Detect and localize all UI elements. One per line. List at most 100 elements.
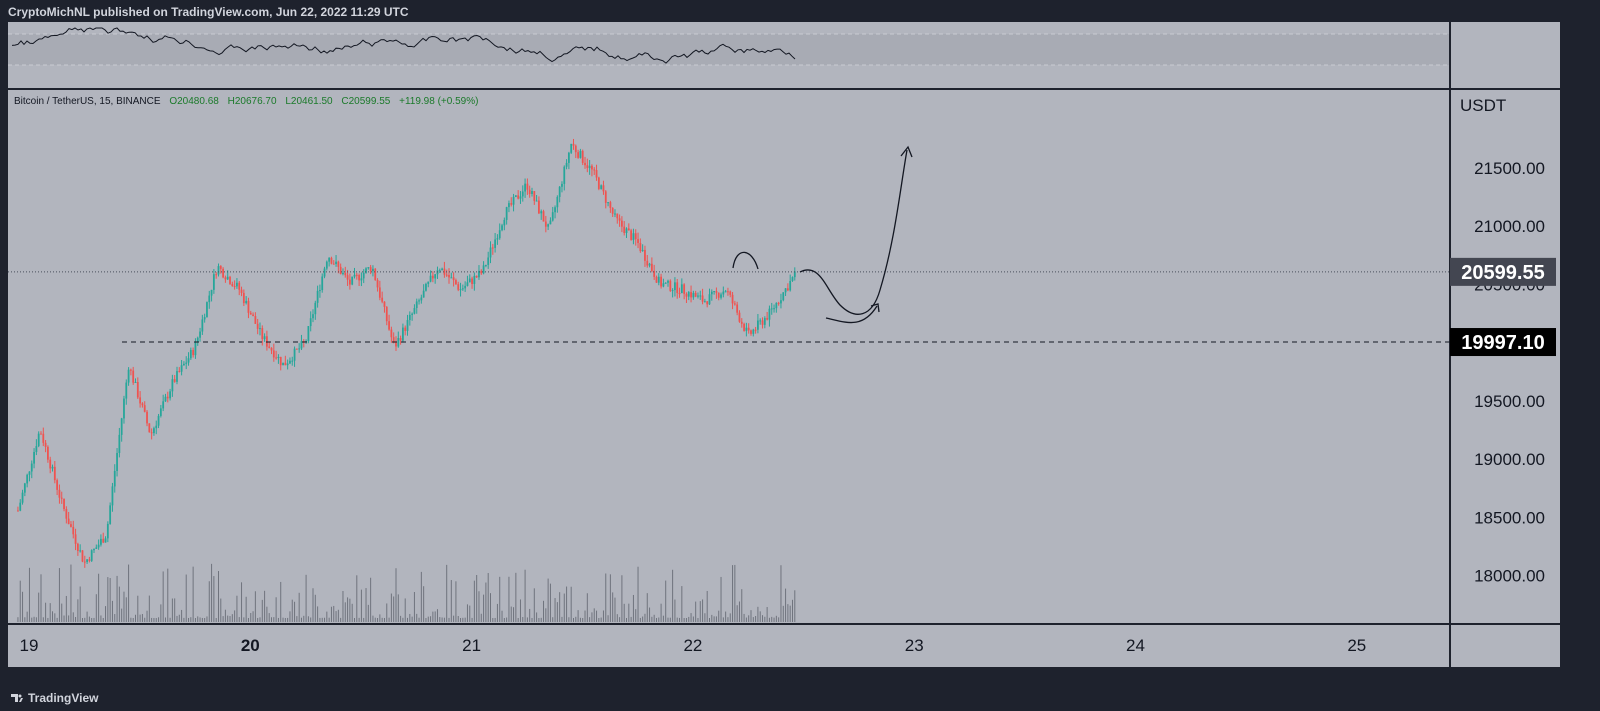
candle-body	[155, 425, 158, 429]
candle-body	[300, 341, 303, 349]
candle-body	[254, 316, 257, 324]
candle-body	[690, 292, 692, 298]
candle-body	[724, 291, 727, 293]
candle-body	[676, 282, 679, 294]
candle-body	[459, 289, 462, 291]
legend-close: C20599.55	[341, 96, 390, 107]
candle-body	[86, 559, 88, 562]
candle-body	[468, 278, 471, 283]
footer-bar: TradingView	[0, 685, 1600, 711]
candle-body	[722, 291, 725, 295]
candle-body	[88, 559, 91, 561]
candle-body	[51, 466, 54, 469]
candle-body	[372, 268, 374, 272]
candle-body	[736, 304, 739, 313]
candle-body	[113, 470, 116, 487]
candle-body	[480, 270, 483, 274]
candle-body	[146, 411, 148, 424]
candle-body	[312, 314, 314, 319]
time-scale[interactable]	[8, 625, 1560, 667]
candle-body	[212, 274, 215, 290]
candle-body	[662, 283, 665, 287]
candle-body	[782, 292, 785, 301]
rsi-scale	[1450, 22, 1560, 88]
candle-body	[70, 524, 72, 527]
candle-body	[72, 526, 75, 535]
candle-body	[420, 297, 423, 301]
candle-body	[369, 267, 372, 272]
candle-body	[335, 261, 337, 265]
candle-body	[671, 290, 674, 292]
candle-body	[53, 466, 56, 481]
candle-body	[620, 220, 623, 227]
candle-body	[464, 285, 467, 289]
candle-body	[183, 363, 185, 366]
candle-body	[185, 362, 188, 364]
candle-body	[226, 276, 229, 280]
candle-body	[703, 301, 706, 303]
rsi-line	[11, 27, 796, 64]
candle-body	[574, 145, 577, 153]
candle-body	[503, 219, 506, 226]
candle-body	[491, 247, 494, 249]
candle-body	[775, 302, 778, 309]
candle-body	[222, 268, 224, 278]
candle-body	[408, 314, 411, 321]
candle-body	[586, 165, 589, 169]
candle-body	[777, 302, 780, 304]
y-tick-label: 21500.00	[1474, 159, 1545, 178]
price-scale[interactable]	[1450, 90, 1560, 623]
candle-body	[766, 318, 769, 320]
candle-body	[717, 292, 720, 298]
candle-body	[455, 280, 457, 285]
candle-body	[210, 289, 213, 296]
candle-body	[519, 196, 522, 199]
candle-body	[611, 207, 614, 214]
candle-body	[178, 371, 181, 373]
candle-body	[618, 218, 621, 221]
candle-body	[445, 274, 448, 276]
candle-body	[784, 288, 787, 293]
candle-body	[482, 265, 485, 274]
candle-body	[697, 295, 699, 297]
right-frame	[1560, 22, 1600, 685]
candle-body	[201, 319, 204, 332]
candle-body	[770, 308, 773, 310]
candle-body	[74, 534, 77, 544]
candle-body	[514, 195, 517, 197]
candle-body	[365, 268, 367, 273]
candle-body	[780, 300, 782, 304]
candle-body	[535, 200, 538, 202]
candle-body	[295, 348, 298, 350]
candle-body	[268, 346, 271, 348]
candle-body	[378, 287, 381, 298]
candle-body	[35, 446, 38, 452]
candle-body	[473, 275, 476, 284]
candle-body	[648, 263, 651, 266]
candle-body	[630, 230, 633, 240]
candle-body	[102, 538, 105, 543]
candle-body	[249, 312, 252, 315]
candle-body	[683, 284, 686, 294]
candle-body	[229, 276, 231, 284]
candle-body	[641, 249, 644, 252]
candle-body	[498, 230, 501, 239]
candle-body	[720, 294, 722, 298]
y-tick-label: 18500.00	[1474, 508, 1545, 527]
candle-body	[337, 261, 340, 267]
y-tick-label: 21000.00	[1474, 217, 1545, 236]
candle-body	[42, 433, 45, 443]
candle-body	[47, 446, 49, 460]
candle-body	[570, 143, 573, 153]
candle-body	[141, 403, 144, 406]
candle-body	[743, 323, 745, 331]
annotation-small-swoop	[825, 305, 878, 324]
candle-body	[418, 300, 420, 302]
candle-body	[224, 277, 227, 280]
candle-body	[125, 382, 128, 399]
candle-body	[90, 550, 93, 561]
candle-body	[572, 143, 575, 146]
candle-body	[591, 165, 593, 170]
candle-body	[173, 379, 176, 382]
